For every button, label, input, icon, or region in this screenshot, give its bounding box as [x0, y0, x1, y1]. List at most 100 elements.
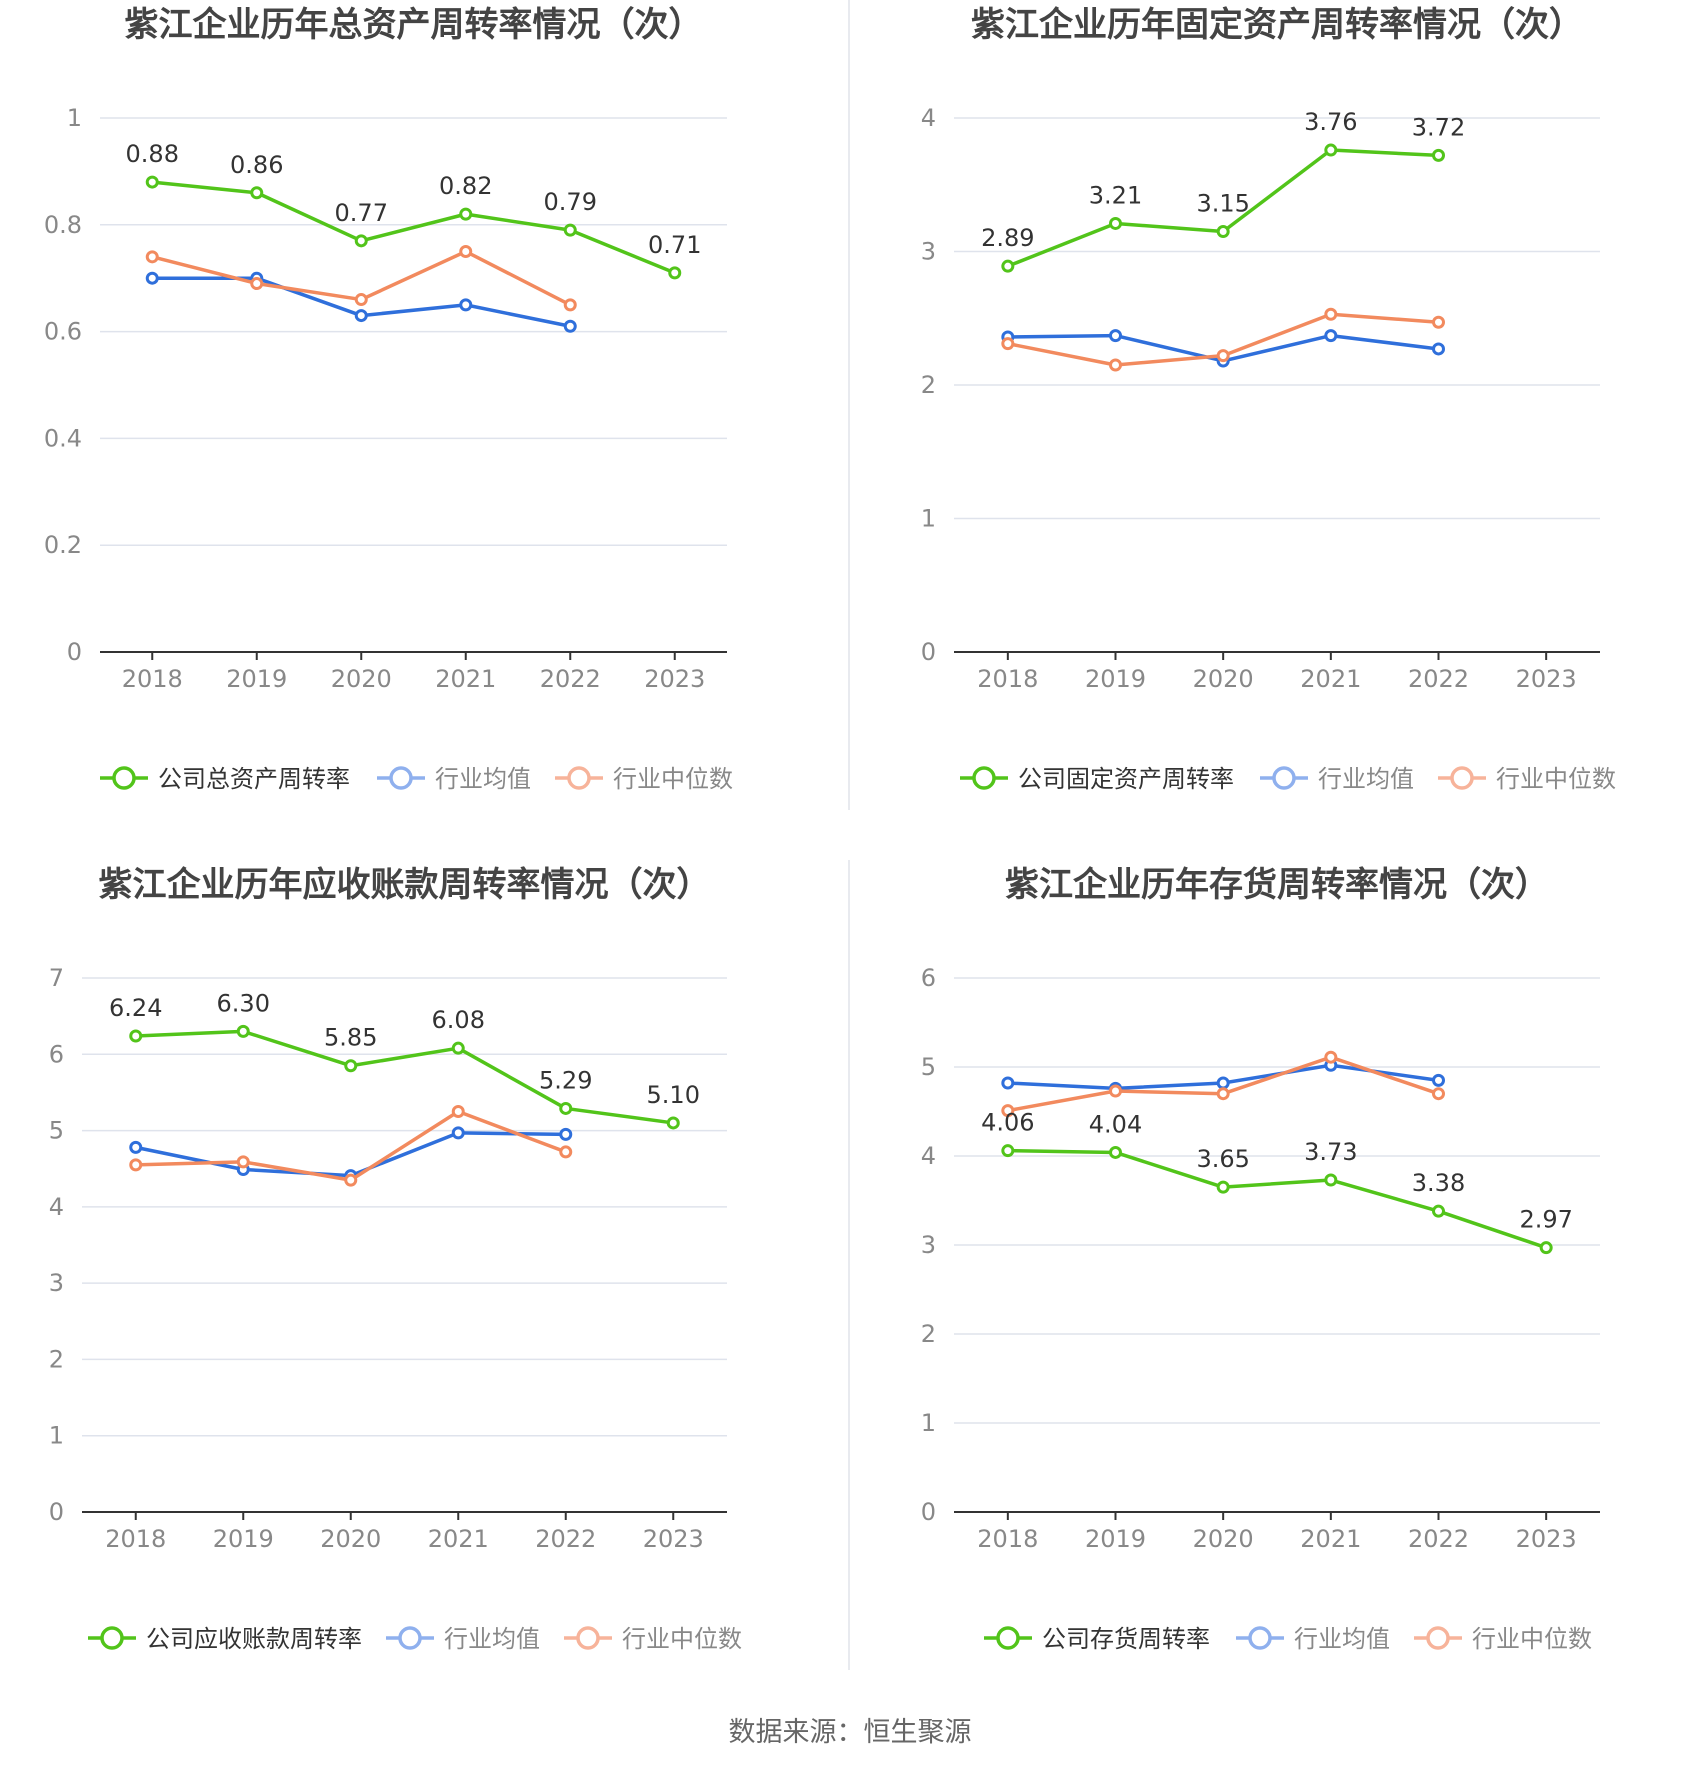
y-tick-label: 0.8: [44, 211, 82, 239]
data-point-company: [459, 207, 473, 221]
data-label: 4.04: [1089, 1110, 1142, 1138]
data-label: 5.29: [539, 1066, 592, 1094]
data-label: 0.86: [230, 151, 283, 179]
x-tick-label: 2022: [1408, 1525, 1469, 1553]
chart-total-asset-turnover: 紫江企业历年总资产周转率情况（次） 0 0.2 0.4 0.6 0.8 1 2018 2019 2…: [44, 5, 733, 793]
data-point-median: [1001, 1104, 1015, 1118]
legend-label-median: 行业中位数: [613, 765, 733, 793]
x-tick-label: 2018: [977, 665, 1038, 693]
x-tick-label: 2020: [1193, 1525, 1254, 1553]
data-label: 3.21: [1089, 181, 1142, 209]
data-label: 0.82: [439, 172, 492, 200]
y-tick-label: 0: [67, 638, 82, 666]
data-point-company: [250, 186, 264, 200]
data-point-company: [1001, 259, 1015, 273]
data-label: 0.77: [335, 199, 388, 227]
panel-divider-bottom: [848, 860, 850, 1670]
data-point-company: [129, 1029, 143, 1043]
legend-marker-median: [576, 1626, 600, 1650]
data-point-company: [1324, 143, 1338, 157]
legend-marker-company: [996, 1626, 1020, 1650]
x-tick-label: 2021: [1300, 665, 1361, 693]
legend-label-avg: 行业均值: [1318, 765, 1414, 793]
x-tick-label: 2018: [977, 1525, 1038, 1553]
series-line-company: [152, 180, 676, 275]
y-tick-label: 1: [921, 1409, 936, 1437]
x-tick-label: 2023: [1516, 1525, 1577, 1553]
legend-marker-median: [1426, 1626, 1450, 1650]
data-point-median: [1216, 349, 1230, 363]
y-tick-label: 0.2: [44, 531, 82, 559]
data-point-company: [1216, 224, 1230, 238]
data-label: 3.65: [1196, 1145, 1249, 1173]
y-tick-label: 4: [921, 104, 936, 132]
data-point-median: [1001, 337, 1015, 351]
data-point-median: [1109, 1084, 1122, 1098]
x-tick-label: 2020: [320, 1525, 381, 1553]
y-tick-label: 5: [921, 1053, 936, 1081]
legend-marker-company: [100, 1626, 124, 1650]
data-label: 6.24: [109, 994, 162, 1022]
data-label: 3.15: [1196, 189, 1249, 217]
panel-divider-top: [848, 0, 850, 810]
data-point-company: [666, 1116, 680, 1130]
data-point-median: [451, 1105, 465, 1118]
y-tick-label: 0: [921, 638, 936, 666]
data-point-median: [1109, 358, 1122, 372]
data-point-median: [250, 277, 264, 291]
chart-title: 紫江企业历年应收账款周转率情况（次）: [99, 865, 711, 905]
legend-label-median: 行业中位数: [622, 1625, 742, 1653]
y-tick-label: 3: [921, 1231, 936, 1259]
legend-label-company: 公司固定资产周转率: [1018, 765, 1234, 793]
data-point-company: [1324, 1173, 1338, 1187]
data-label: 5.85: [324, 1024, 377, 1052]
y-tick-label: 4: [49, 1193, 64, 1221]
x-tick-label: 2023: [1516, 665, 1577, 693]
y-tick-label: 4: [921, 1142, 936, 1170]
data-point-avg: [354, 309, 368, 323]
chart-receivables-turnover: 紫江企业历年应收账款周转率情况（次） 0 1 2 3 4 5 6 7 2018 2019 2020 20…: [49, 865, 742, 1653]
x-tick-label: 2019: [213, 1525, 274, 1553]
series-line-company: [135, 1029, 674, 1125]
y-tick-label: 7: [49, 964, 64, 992]
data-point-median: [344, 1173, 358, 1187]
chart-fixed-asset-turnover: 紫江企业历年固定资产周转率情况（次） 0 1 2 3 4 2018 2019 2020 2021 2…: [921, 5, 1616, 793]
y-tick-label: 1: [921, 505, 936, 533]
legend-marker-median: [1450, 766, 1474, 790]
legend-label-company: 公司总资产周转率: [158, 765, 350, 793]
data-label: 3.76: [1304, 108, 1357, 136]
data-point-avg: [1216, 1076, 1230, 1090]
legend-marker-company: [972, 766, 996, 790]
y-tick-label: 6: [921, 964, 936, 992]
data-point-company: [354, 234, 368, 248]
data-point-company: [668, 266, 682, 280]
data-point-company: [236, 1024, 250, 1038]
y-tick-label: 0: [921, 1498, 936, 1526]
y-tick-label: 0: [49, 1498, 64, 1526]
chart-title: 紫江企业历年总资产周转率情况（次）: [125, 5, 703, 45]
x-tick-label: 2021: [1300, 1525, 1361, 1553]
legend-label-avg: 行业均值: [444, 1625, 540, 1653]
data-point-company: [563, 223, 577, 237]
chart-inventory-turnover: 紫江企业历年存货周转率情况（次） 0 1 2 3 4 5 6 2018 2019 2020 2021 2…: [921, 865, 1600, 1653]
y-tick-label: 1: [49, 1422, 64, 1450]
x-tick-label: 2023: [644, 665, 705, 693]
legend-label-median: 行业中位数: [1472, 1625, 1592, 1653]
chart-title: 紫江企业历年固定资产周转率情况（次）: [971, 5, 1583, 45]
x-tick-label: 2023: [643, 1525, 704, 1553]
x-tick-label: 2021: [435, 665, 496, 693]
legend-marker-median: [567, 766, 591, 790]
data-point-company: [1216, 1180, 1230, 1194]
data-point-avg: [459, 298, 473, 312]
data-point-avg: [1432, 342, 1445, 356]
x-tick-label: 2021: [428, 1525, 489, 1553]
data-point-median: [354, 293, 368, 307]
data-point-company: [1001, 1144, 1015, 1158]
data-label: 0.79: [544, 188, 597, 216]
data-label: 6.30: [217, 989, 270, 1017]
x-tick-label: 2019: [1085, 1525, 1146, 1553]
data-point-median: [1432, 315, 1445, 329]
x-tick-label: 2020: [1193, 665, 1254, 693]
data-point-median: [1324, 307, 1338, 321]
legend-marker-avg: [1272, 766, 1296, 790]
